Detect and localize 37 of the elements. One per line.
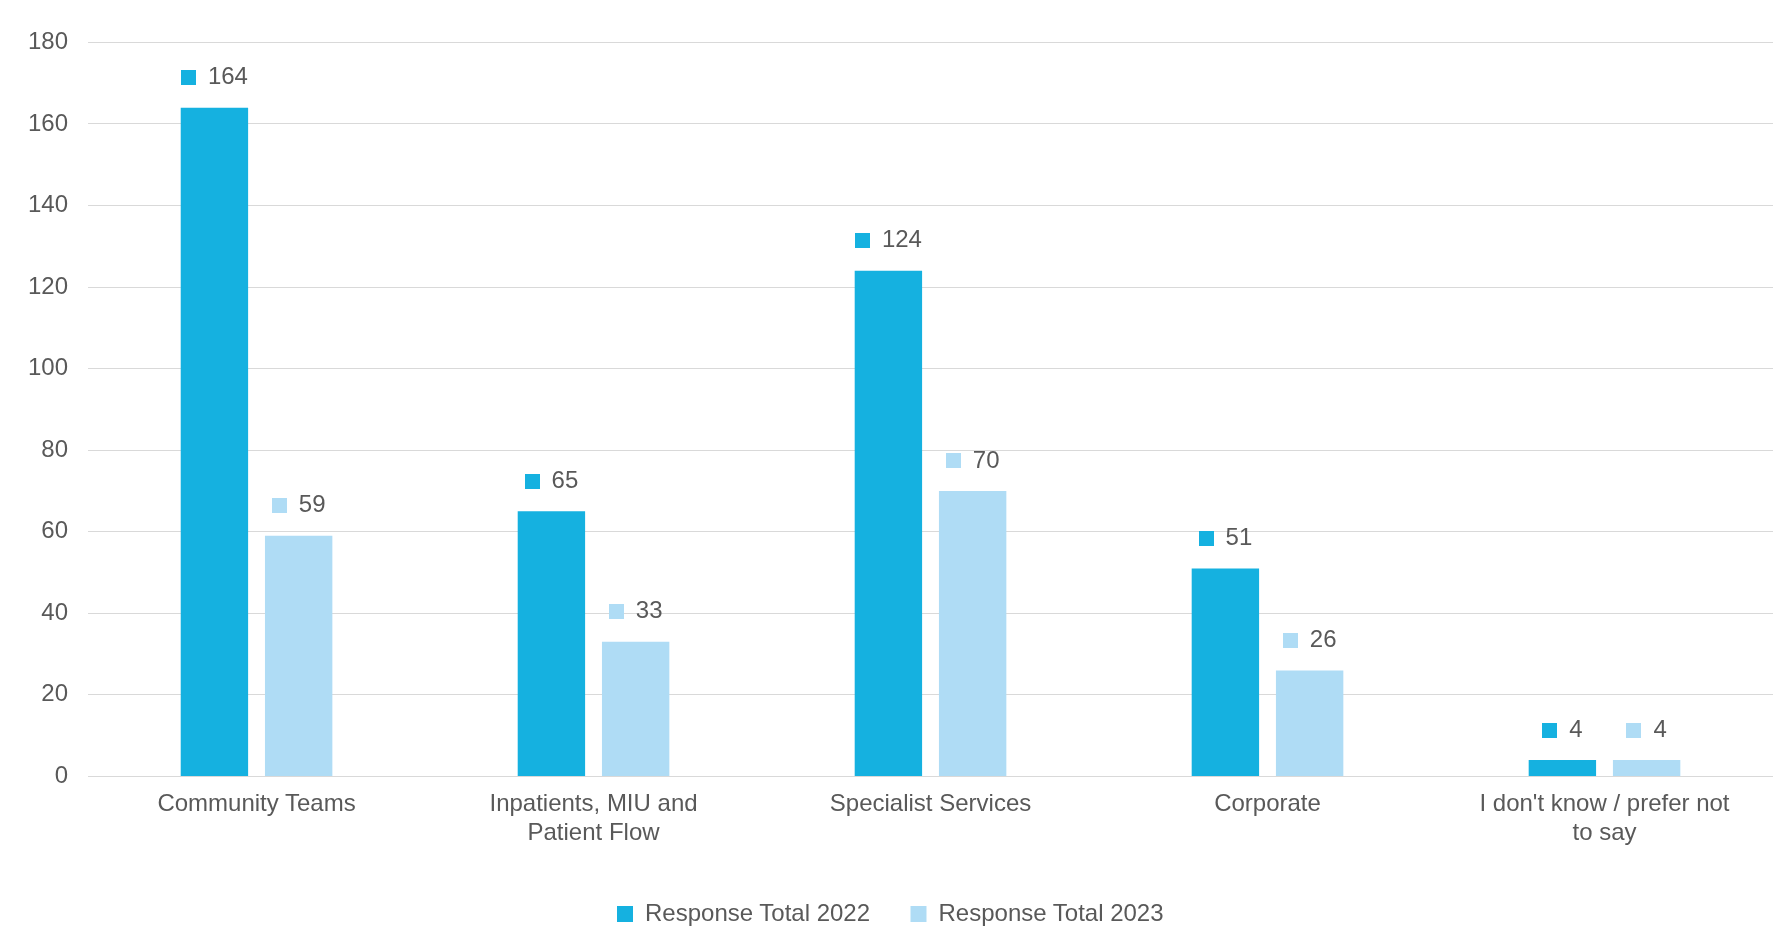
legend-label: Response Total 2022 <box>645 898 871 926</box>
x-tick-label: Inpatients, MIU and Patient Flow <box>489 789 698 846</box>
y-tick-label: 40 <box>41 597 69 625</box>
bar <box>1528 760 1597 776</box>
data-label: 164 <box>207 62 248 90</box>
y-tick-label: 60 <box>41 516 69 544</box>
data-label: 26 <box>1309 625 1337 652</box>
y-tick-label: 80 <box>41 434 69 462</box>
legend-label: Response Total 2023 <box>938 898 1164 926</box>
data-label: 4 <box>1653 714 1667 742</box>
y-tick-label: 160 <box>28 108 69 136</box>
y-tick-label: 20 <box>41 679 69 707</box>
y-tick-label: 0 <box>54 761 69 789</box>
data-label: 51 <box>1225 523 1253 551</box>
data-label: 70 <box>972 445 1000 473</box>
data-label: 124 <box>881 225 922 253</box>
bar <box>1275 670 1344 776</box>
bar <box>938 490 1007 776</box>
x-tick-label: Corporate <box>1214 789 1321 817</box>
bar <box>180 107 249 776</box>
y-tick-label: 180 <box>28 27 69 55</box>
bar <box>264 535 333 776</box>
data-label: 4 <box>1569 714 1583 742</box>
x-tick-label: Specialist Services <box>829 789 1032 817</box>
bar <box>1191 568 1260 776</box>
data-label: 59 <box>298 490 326 518</box>
data-label: 33 <box>635 596 663 624</box>
y-tick-label: 140 <box>28 190 69 218</box>
data-label: 65 <box>551 465 579 493</box>
y-tick-label: 100 <box>28 353 69 381</box>
bar <box>1612 760 1681 776</box>
x-tick-label: Community Teams <box>157 789 356 817</box>
x-tick-label: I don't know / prefer not to say <box>1479 789 1730 846</box>
y-tick-label: 120 <box>28 271 69 299</box>
bar <box>854 270 923 776</box>
bar <box>601 641 670 776</box>
bar <box>517 511 586 776</box>
